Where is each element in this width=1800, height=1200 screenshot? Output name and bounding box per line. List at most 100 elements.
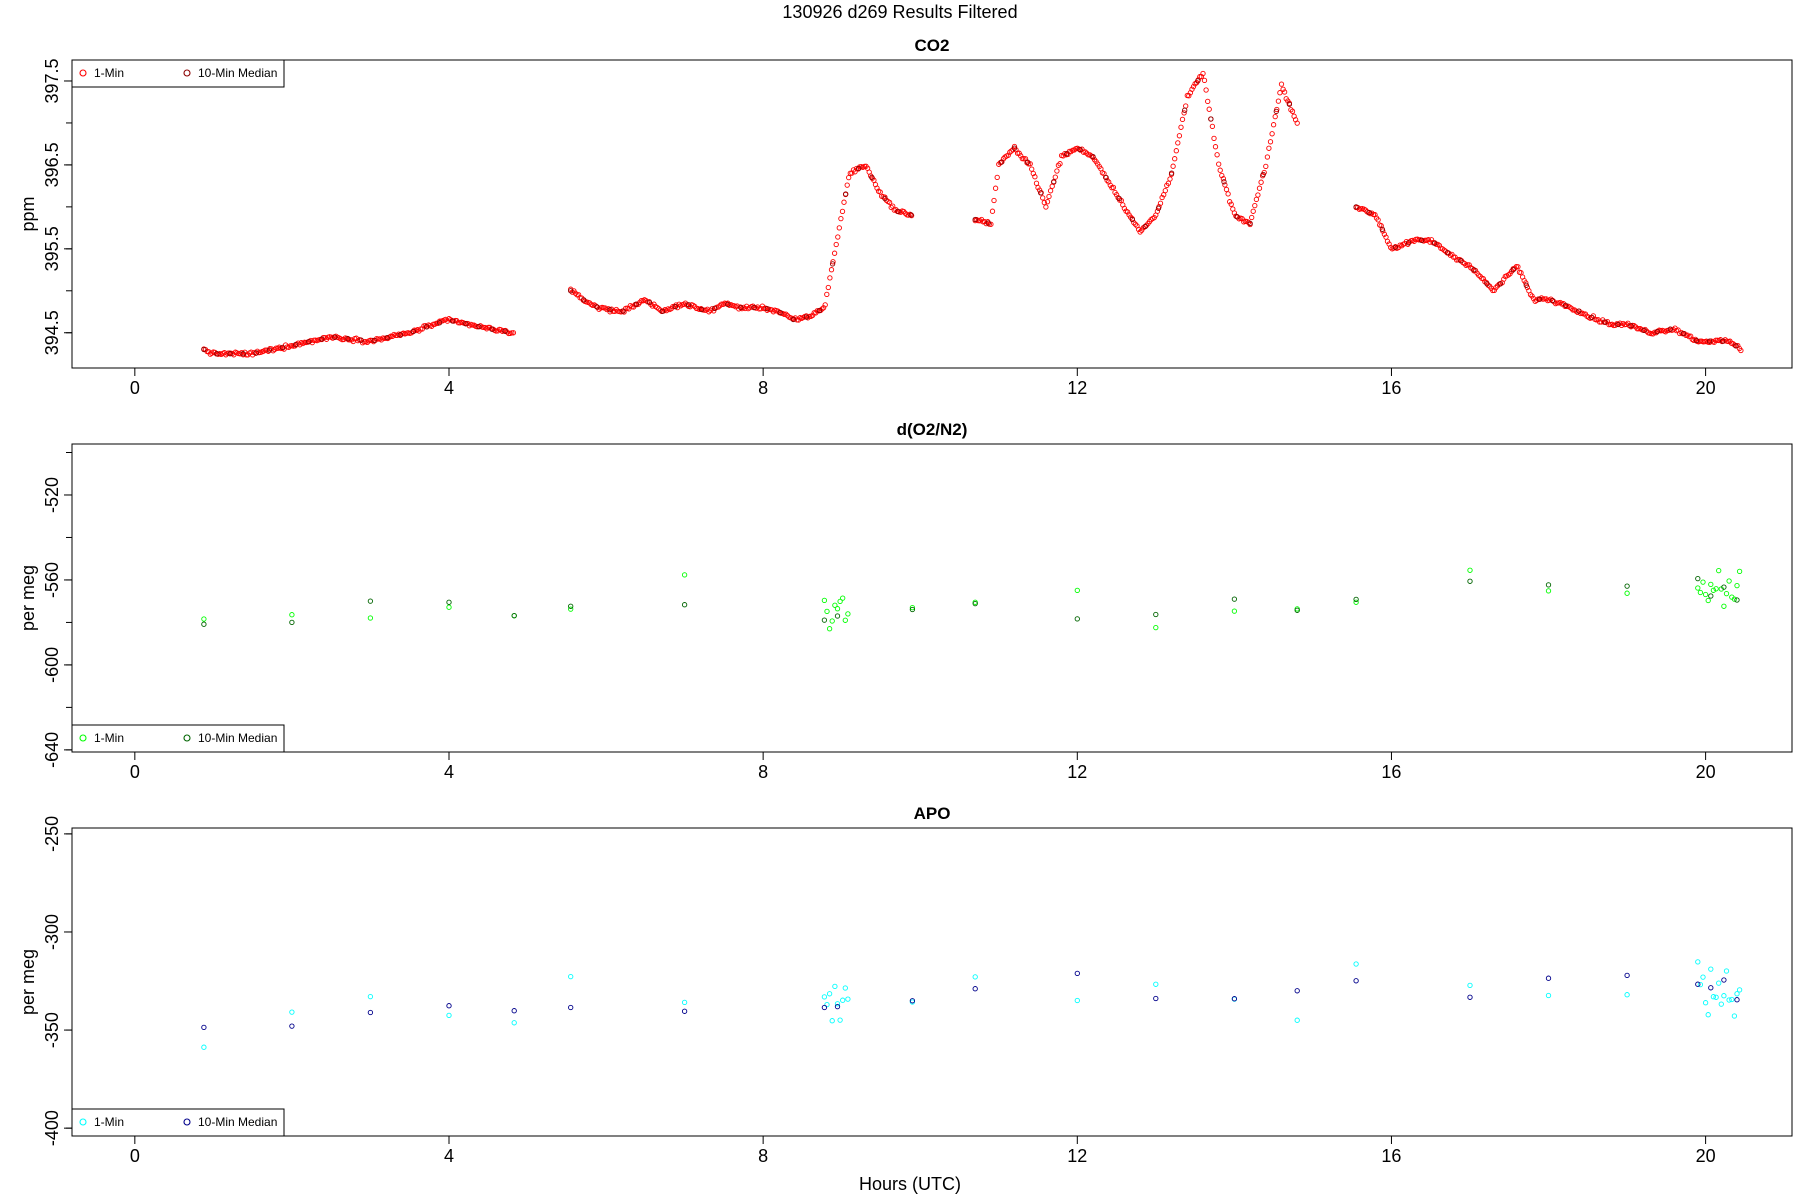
minute-point-co2 xyxy=(1223,186,1230,193)
median-point-apo xyxy=(1721,977,1727,983)
panel-apo: APO 0 4 8 12 16 20 -250 -300 -350 -400 per meg 1… xyxy=(18,804,1793,1166)
minute-point-co2 xyxy=(1181,110,1187,116)
median-point-co2 xyxy=(672,303,679,310)
median-point-co2 xyxy=(1602,319,1608,325)
minute-point-co2 xyxy=(1634,326,1640,332)
median-point-apo xyxy=(1294,988,1300,994)
y-axis-o2: -520 -560 -600 -640 xyxy=(42,451,72,768)
median-point-co2 xyxy=(1077,146,1083,153)
minute-point-co2 xyxy=(991,197,997,204)
median-point-co2 xyxy=(829,261,836,267)
minute-point-co2 xyxy=(1452,254,1458,260)
minute-point-apo xyxy=(1731,1013,1738,1019)
minute-point-co2 xyxy=(1227,199,1233,205)
minute-point-co2 xyxy=(1162,187,1168,194)
median-point-o2 xyxy=(909,606,916,613)
minute-point-co2 xyxy=(271,346,278,353)
minute-point-co2 xyxy=(1159,194,1165,201)
median-point-co2 xyxy=(1418,237,1425,244)
minute-point-co2 xyxy=(838,215,844,222)
minute-point-co2 xyxy=(830,259,836,265)
minute-point-co2 xyxy=(1157,200,1164,206)
minute-point-apo xyxy=(1710,994,1717,1000)
minute-point-co2 xyxy=(1203,87,1209,93)
minute-point-co2 xyxy=(1258,179,1264,185)
minute-point-apo xyxy=(1545,992,1552,999)
minute-point-co2 xyxy=(1054,168,1060,174)
x-tick-label-co2-20: 20 xyxy=(1696,378,1716,398)
median-point-o2 xyxy=(1467,578,1473,584)
y-tick-label-apo: -300 xyxy=(42,914,62,950)
minute-point-co2 xyxy=(1378,223,1384,229)
legend-marker-o2-1min xyxy=(79,734,87,742)
median-point-co2 xyxy=(1680,330,1687,337)
minute-point-co2 xyxy=(510,330,517,336)
median-point-o2 xyxy=(446,599,452,605)
minute-point-apo xyxy=(1726,997,1732,1003)
minute-point-co2 xyxy=(1272,113,1278,120)
median-point-co2 xyxy=(384,334,390,341)
median-point-o2 xyxy=(1721,584,1727,590)
minute-point-co2 xyxy=(418,326,424,332)
median-point-co2 xyxy=(1366,209,1372,216)
median-point-co2 xyxy=(1720,338,1726,344)
minute-point-co2 xyxy=(1040,195,1046,201)
median-point-apo xyxy=(1353,978,1359,984)
minute-point-co2 xyxy=(1738,347,1744,354)
minute-point-co2 xyxy=(1294,120,1300,126)
minute-point-co2 xyxy=(575,292,582,298)
median-point-co2 xyxy=(1247,220,1253,227)
median-point-o2 xyxy=(568,603,574,609)
minute-point-apo xyxy=(1624,992,1630,998)
median-point-co2 xyxy=(1011,145,1018,151)
median-point-co2 xyxy=(908,212,914,218)
minute-point-o2 xyxy=(446,604,452,610)
minute-point-co2 xyxy=(1228,201,1234,207)
legend-box-apo xyxy=(71,1108,285,1137)
legend-box-co2 xyxy=(71,59,285,88)
minute-point-co2 xyxy=(1289,108,1296,114)
median-point-co2 xyxy=(1510,267,1516,273)
minute-point-co2 xyxy=(1206,106,1212,112)
minute-point-co2 xyxy=(706,309,712,315)
minute-point-co2 xyxy=(1480,276,1486,282)
minute-point-co2 xyxy=(1018,153,1024,159)
median-point-co2 xyxy=(201,346,207,353)
minute-point-apo xyxy=(1697,981,1704,988)
median-point-apo xyxy=(289,1023,295,1029)
x-axis-o2: 0 4 8 12 16 20 xyxy=(130,752,1716,782)
minute-point-o2 xyxy=(1716,567,1722,574)
minute-point-co2 xyxy=(1604,318,1611,325)
x-tick-label-co2-0: 0 xyxy=(130,378,140,398)
minute-point-co2 xyxy=(1170,163,1176,169)
median-point-co2 xyxy=(882,195,888,202)
minute-point-o2 xyxy=(1702,591,1709,598)
minute-point-apo xyxy=(1074,997,1080,1004)
median-point-co2 xyxy=(319,336,325,342)
x-tick-label-co2-4: 4 xyxy=(444,378,454,398)
median-point-co2 xyxy=(1392,244,1399,251)
minute-point-co2 xyxy=(1231,210,1238,216)
legend-co2: 1-Min 10-Min Median xyxy=(71,59,285,88)
minute-point-o2 xyxy=(826,626,833,632)
y-axis-co2: 394.5 395.5 396.5 397.5 xyxy=(42,58,72,355)
minute-point-o2 xyxy=(821,597,828,604)
median-point-apo xyxy=(568,1004,574,1011)
x-tick-label-co2-12: 12 xyxy=(1067,378,1087,398)
panel-title-co2: CO2 xyxy=(915,36,950,55)
minute-point-co2 xyxy=(1220,176,1227,182)
median-point-o2 xyxy=(681,602,688,608)
minute-point-o2 xyxy=(842,617,848,623)
data-points-co2 xyxy=(201,70,1744,358)
minute-point-co2 xyxy=(1735,342,1741,349)
minute-point-o2 xyxy=(840,595,846,601)
median-point-co2 xyxy=(1458,258,1464,264)
median-point-apo xyxy=(834,1003,841,1010)
median-point-co2 xyxy=(358,337,364,343)
minute-point-o2 xyxy=(832,602,838,608)
minute-point-co2 xyxy=(824,291,830,298)
minute-point-apo xyxy=(842,985,848,991)
panel-co2: CO2 0 4 8 12 16 20 394.5 395.5 396.5 397.5 ppm 1… xyxy=(18,36,1793,398)
minute-point-co2 xyxy=(888,204,894,211)
legend-label-apo-median: 10-Min Median xyxy=(198,1115,277,1129)
